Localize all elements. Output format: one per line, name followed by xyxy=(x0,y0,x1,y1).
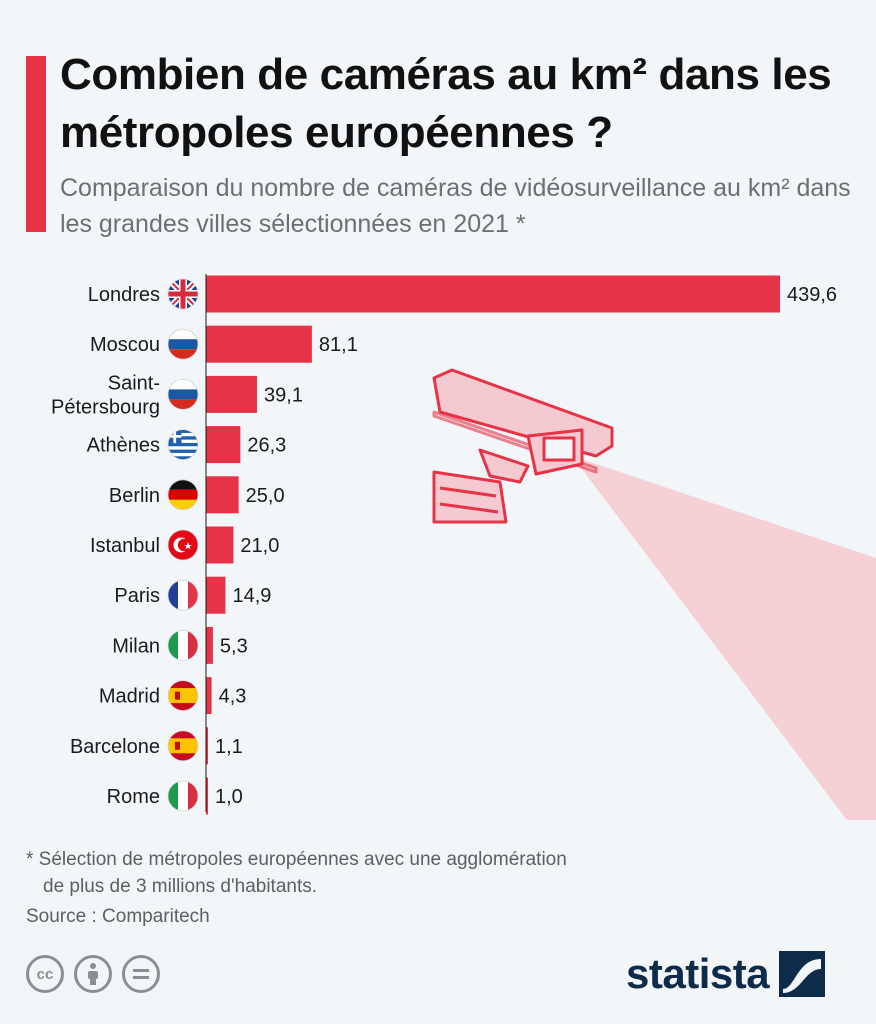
value-label: 14,9 xyxy=(232,585,271,607)
nd-icon[interactable] xyxy=(122,955,160,993)
bar-Barcelone xyxy=(206,727,208,765)
category-label: Moscou xyxy=(90,334,160,356)
footnote: * Sélection de métropoles européennes av… xyxy=(26,846,726,900)
value-label: 26,3 xyxy=(247,435,286,457)
category-label: Berlin xyxy=(109,485,160,507)
flag-icon-france xyxy=(167,579,199,611)
chart-subtitle: Comparaison du nombre de caméras de vidé… xyxy=(60,174,851,238)
category-label: Athènes xyxy=(87,435,160,457)
source-text: Source : Comparitech xyxy=(26,906,210,927)
value-label: 4,3 xyxy=(219,686,247,708)
value-label: 439,6 xyxy=(787,284,837,306)
bar-Londres xyxy=(206,275,780,313)
bar-Rome xyxy=(206,777,208,815)
category-label: Barcelone xyxy=(70,736,160,758)
statista-logo[interactable]: statista xyxy=(626,950,826,998)
bar-chart: 439,6 Londres 81,1 Moscou 39,1 Saint-Pétersbo… xyxy=(51,274,876,820)
bar-Madrid xyxy=(206,677,212,715)
license-icons: cc xyxy=(26,955,160,993)
title-accent-bar xyxy=(26,56,46,232)
category-label: Rome xyxy=(107,786,160,808)
category-label: Pétersbourg xyxy=(51,396,160,418)
flag-icon-italy xyxy=(167,780,199,812)
flag-icon-spain xyxy=(167,730,199,762)
footnote-line-1: * Sélection de métropoles européennes av… xyxy=(26,849,567,870)
category-label: Milan xyxy=(112,635,160,657)
category-label: Madrid xyxy=(99,686,160,708)
value-label: 39,1 xyxy=(264,384,303,406)
footnote-line-2: de plus de 3 millions d'habitants. xyxy=(43,876,318,897)
flag-icon-turkey xyxy=(167,529,199,561)
category-label: Saint- xyxy=(108,372,160,394)
flag-icon-italy xyxy=(167,629,199,661)
bar-Paris xyxy=(206,576,226,614)
value-label: 25,0 xyxy=(246,485,285,507)
bar-Saint-Pétersbourg xyxy=(206,375,258,413)
cc-icon[interactable]: cc xyxy=(26,955,64,993)
chart-title: Combien de caméras au km² dans les métro… xyxy=(60,50,832,157)
by-icon[interactable] xyxy=(74,955,112,993)
value-label: 1,0 xyxy=(215,786,243,808)
camera-illustration xyxy=(432,368,876,820)
flag-icon-uk xyxy=(167,278,199,310)
brand-name: statista xyxy=(626,950,770,997)
value-label: 81,1 xyxy=(319,334,358,356)
camera-light-beam xyxy=(572,456,876,820)
category-label: Paris xyxy=(114,585,160,607)
bar-Berlin xyxy=(206,476,239,514)
bar-Moscou xyxy=(206,325,312,363)
value-label: 1,1 xyxy=(215,736,243,758)
flag-icon-greece xyxy=(167,429,199,461)
bar-Athènes xyxy=(206,426,241,464)
statista-mark-icon xyxy=(779,951,826,997)
bar-Istanbul xyxy=(206,526,234,564)
bars-layer: 439,6 Londres 81,1 Moscou 39,1 Saint-Pétersbo… xyxy=(51,274,837,815)
bar-Milan xyxy=(206,626,213,664)
value-label: 21,0 xyxy=(240,535,279,557)
flag-icon-russia xyxy=(167,328,199,360)
category-label: Londres xyxy=(88,284,160,306)
category-label: Istanbul xyxy=(90,535,160,557)
flag-icon-germany xyxy=(167,479,199,511)
value-label: 5,3 xyxy=(220,635,248,657)
flag-icon-spain xyxy=(167,680,199,712)
flag-icon-russia xyxy=(167,378,199,410)
